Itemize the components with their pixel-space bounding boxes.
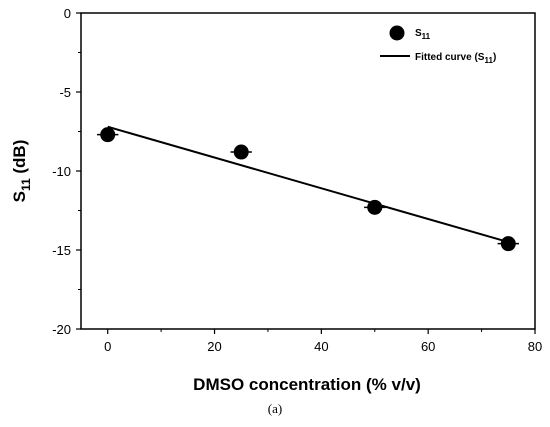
x-tick-label: 80 bbox=[528, 339, 542, 354]
y-tick-label: -10 bbox=[52, 164, 71, 179]
x-tick-label: 20 bbox=[207, 339, 221, 354]
figure-caption: (a) bbox=[268, 401, 282, 416]
legend-marker-s11 bbox=[389, 25, 405, 41]
x-axis-title: DMSO concentration (% v/v) bbox=[193, 375, 421, 394]
legend-label-s11: S11 bbox=[415, 28, 431, 41]
x-tick-label: 0 bbox=[104, 339, 111, 354]
y-axis-title: S11 (dB) bbox=[10, 140, 33, 203]
y-tick-label: -15 bbox=[52, 243, 71, 258]
data-point bbox=[367, 199, 383, 215]
y-axis-title-main: S bbox=[10, 191, 29, 202]
y-tick-label: 0 bbox=[64, 6, 71, 21]
data-point bbox=[233, 144, 249, 160]
y-tick-label: -20 bbox=[52, 322, 71, 337]
x-tick-label: 60 bbox=[421, 339, 435, 354]
legend-label-fitted: Fitted curve (S11) bbox=[415, 52, 496, 65]
y-axis-title-sub: 11 bbox=[19, 178, 33, 191]
plot-area bbox=[97, 125, 519, 252]
x-tick-label: 40 bbox=[314, 339, 328, 354]
axes: 0 20 40 60 80 0 -5 -10 -15 -20 bbox=[52, 6, 542, 354]
legend: S11 Fitted curve (S11) bbox=[380, 25, 496, 65]
y-tick-label: -5 bbox=[59, 85, 71, 100]
y-axis-title-suffix: (dB) bbox=[10, 140, 29, 179]
fitted-line bbox=[107, 125, 509, 244]
data-point bbox=[500, 236, 516, 252]
data-point bbox=[100, 127, 116, 143]
